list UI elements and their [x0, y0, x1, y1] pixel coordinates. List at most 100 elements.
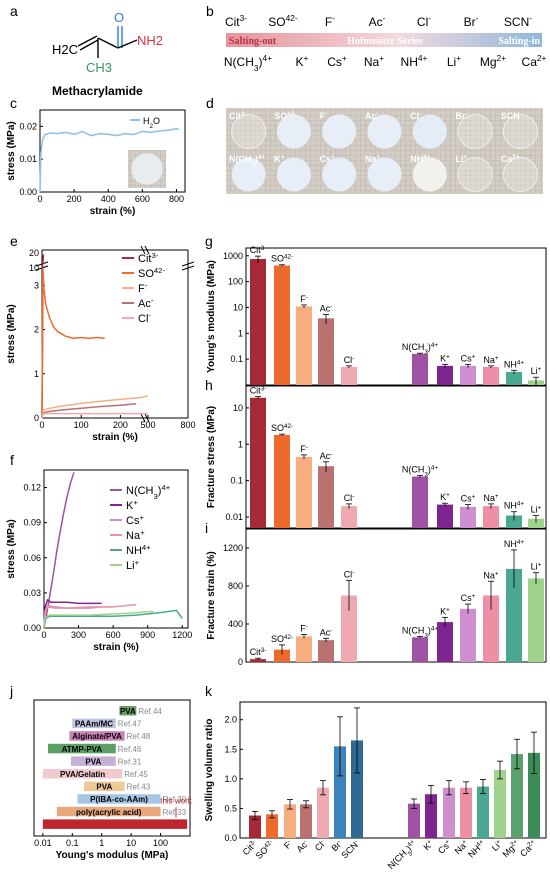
- panel-g: g 0.1 1 10 100 1000 Young's modulus (MPa) Cit3…: [205, 233, 547, 386]
- data-label-h-cs: Cs+: [461, 493, 476, 504]
- atom-oxygen: O: [114, 10, 124, 25]
- panel-letter-a: a: [10, 3, 18, 19]
- plot-frame-j: [33, 699, 191, 837]
- range-ref-ref-31: Ref.31: [118, 757, 142, 766]
- yaxis-label-c: stress (MPa): [6, 121, 17, 180]
- data-label-g-na: Na+: [483, 354, 499, 365]
- panel-letter-b: b: [206, 3, 214, 19]
- bar-so42: [274, 434, 290, 528]
- panel-letter-h: h: [205, 377, 213, 393]
- range-bar-this-work: [42, 819, 188, 829]
- legend-label-cit3: Cit3-: [138, 251, 159, 266]
- data-label-g-f: F-: [300, 293, 308, 304]
- xtick-label-e: 0: [39, 420, 44, 430]
- data-label-h-na: Na+: [483, 492, 499, 503]
- xtick-label-k-ca2: Ca2+: [518, 838, 539, 859]
- bar-n-ch3-4: [412, 353, 428, 385]
- series-line-na: [43, 603, 137, 629]
- series-line-ac: [41, 403, 137, 419]
- xtick-label-f: 900: [140, 630, 155, 640]
- atom-h2c: H2C: [52, 42, 78, 57]
- legend-label-cl: Cl-: [138, 311, 151, 326]
- hydrogel-disc-cs: [322, 157, 357, 192]
- ytick-label-e: 2: [34, 325, 39, 335]
- panel-h: h 0.01 0.1 1 10 Fracture stress (MPa) Cit3- SO…: [205, 377, 547, 529]
- molecule-name: Methacrylamide: [52, 84, 143, 98]
- photo-label-n-ch3-4: N(CH3)4+: [229, 154, 266, 168]
- legend-label-ac: Ac-: [138, 296, 154, 311]
- data-label-i-so42: SO42-: [271, 633, 293, 644]
- data-label-h-cit3: Cit3-: [250, 385, 267, 396]
- xtick-label-k-li: Li+: [489, 838, 504, 853]
- panel-i: i 0 400 800 1200 Fracture strain (%) Cit3- SO4…: [205, 520, 547, 667]
- anion-row: Cit3- SO42- F- Ac- Cl- Br- SCN-: [225, 13, 532, 29]
- cation-label-li: Li+: [447, 53, 461, 69]
- fracture-stress-bar-chart: 0.01 0.1 1 10 Fracture stress (MPa) Cit3- SO42…: [206, 385, 547, 529]
- xtick-label-c: 400: [101, 194, 116, 204]
- ytick-label-h: 0.01: [225, 512, 243, 522]
- xtick-label-j: 100: [153, 838, 168, 848]
- panel-letter-j: j: [9, 683, 13, 699]
- xtick-label-f: 300: [71, 630, 86, 640]
- plot-frame-c: [39, 109, 186, 193]
- xtick-label-k-cl: Cl-: [312, 838, 327, 853]
- anion-label-cl: Cl-: [417, 13, 431, 29]
- range-bar-pva: [119, 706, 137, 716]
- bar-mg2: [511, 754, 523, 838]
- bar-f: [296, 636, 312, 662]
- range-ref-ref-47: Ref.47: [118, 720, 142, 729]
- series-line-f: [41, 395, 149, 419]
- ytick-label-f: 0.03: [23, 588, 41, 598]
- yaxis-label-k: Swelling volume ratio: [204, 719, 215, 822]
- bar-n-ch3-4: [408, 803, 420, 838]
- data-label-g-n-ch3-4: N(CH3)4+: [402, 342, 439, 356]
- range-ref-ref-33: Ref.33: [163, 808, 187, 817]
- bar-nh4: [506, 371, 522, 385]
- xtick-label-j: 1: [99, 838, 104, 848]
- bar-so42: [274, 265, 290, 385]
- xtick-label-k-k: K+: [421, 838, 436, 853]
- data-label-g-cs: Cs+: [461, 353, 476, 364]
- bar-cl: [341, 506, 357, 528]
- data-label-g-nh4: NH4+: [504, 359, 525, 370]
- xaxis-label-e: strain (%): [92, 432, 138, 443]
- data-label-h-li: Li+: [531, 504, 542, 515]
- bar-ac: [318, 318, 334, 385]
- hofmeister-series-label: Hofmeister Series: [347, 36, 423, 47]
- hydrogel-disc-scn: [502, 114, 538, 149]
- range-bar-poly-acrylic-acid: [56, 806, 161, 817]
- axis-break-y-right: [181, 261, 195, 267]
- data-label-g-k: K+: [440, 353, 450, 364]
- series-line-cl: [41, 412, 148, 419]
- hydrogel-disc-so42: [276, 114, 311, 149]
- plot-frame-k: [239, 701, 547, 839]
- panel-d: d Cit3- SO42- F- Ac- Cl- Br- SCN- N(CH3)4+ K+ Cs+…: [206, 95, 543, 194]
- salting-in-label: Salting-in: [498, 36, 540, 47]
- ytick-label-e: 1: [34, 369, 39, 379]
- hydrogel-disc-cit3: [231, 114, 267, 149]
- bar-nh4: [506, 515, 522, 528]
- panel-letter-d: d: [206, 95, 214, 111]
- panel-letter-i: i: [205, 520, 208, 536]
- atom-nh2: NH2: [137, 33, 163, 48]
- ytick-label-h: 1: [238, 439, 243, 449]
- methacrylamide-structure: H2C O NH2 CH3: [52, 10, 163, 75]
- plot-frame-h: [245, 385, 547, 529]
- data-label-g-cl: Cl-: [344, 354, 355, 365]
- bar-nh4: [506, 568, 522, 662]
- fracture-strain-bar-chart: 0 400 800 1200 Fracture strain (%) Cit3- SO42-…: [206, 528, 547, 667]
- xtick-label-k-so42: SO42-: [253, 838, 276, 861]
- photo-label-ac: Ac-: [365, 111, 379, 122]
- legend-label-so42: SO42-: [138, 266, 165, 281]
- anion-label-cit3: Cit3-: [225, 13, 247, 29]
- ytick-label-f: 0.06: [23, 553, 41, 563]
- bar-nh4: [477, 786, 489, 838]
- panel-letter-f: f: [10, 452, 14, 468]
- xaxis-label-j: Young's modulus (MPa): [56, 850, 169, 861]
- photo-label-na: Na+: [365, 154, 381, 165]
- legend-label-k: K+: [126, 498, 138, 513]
- bar-f: [296, 306, 312, 385]
- series-line-li: [43, 610, 154, 629]
